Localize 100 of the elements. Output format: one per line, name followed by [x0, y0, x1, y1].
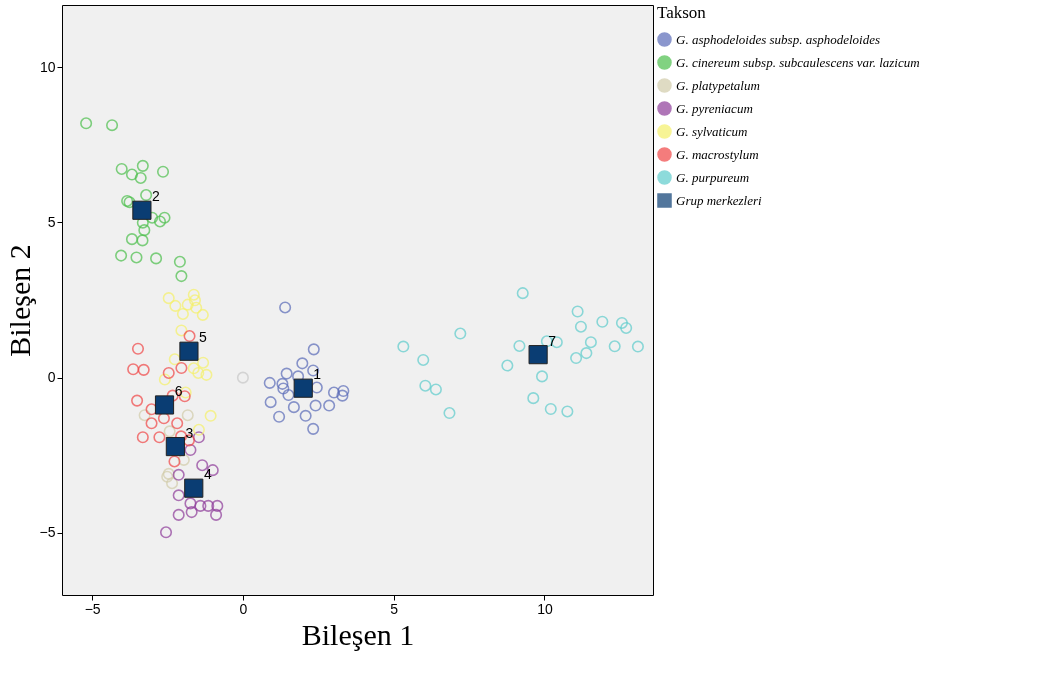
point: [171, 417, 184, 430]
point: [454, 327, 467, 340]
point: [140, 189, 153, 202]
point: [162, 366, 175, 380]
point: [631, 340, 644, 353]
point: [153, 215, 167, 228]
point: [136, 159, 149, 172]
point: [299, 409, 312, 422]
point: [263, 376, 276, 389]
point: [574, 320, 587, 333]
point: [166, 477, 179, 490]
point: [200, 368, 213, 381]
legend-label: G. pyreniacum: [676, 100, 753, 116]
point: [187, 288, 200, 301]
point: [236, 371, 249, 384]
point: [188, 294, 202, 307]
point: [115, 162, 128, 175]
point: [115, 249, 128, 262]
point: [513, 339, 526, 352]
point: [153, 431, 166, 444]
legend-label: G. purpureum: [676, 169, 750, 185]
point: [615, 316, 628, 330]
point: [443, 407, 456, 420]
legend-label: G. asphodeloides subsp. asphodeloides: [676, 31, 881, 47]
point: [177, 453, 190, 466]
point: [197, 356, 210, 369]
point: [136, 234, 149, 247]
point: [279, 301, 292, 314]
x-tick-label: −5: [84, 600, 101, 617]
legend-title: Takson: [657, 3, 707, 22]
point: [169, 299, 182, 312]
point: [419, 379, 432, 392]
point: [183, 329, 196, 343]
point: [429, 383, 442, 396]
point: [106, 119, 119, 132]
y-tick-label: −5: [39, 524, 56, 541]
x-tick-label: 5: [390, 600, 399, 617]
annotation: 3: [185, 424, 194, 441]
annotation: 7: [548, 332, 557, 349]
point: [138, 409, 151, 422]
x-tick-label: 10: [537, 600, 553, 617]
point: [176, 307, 189, 321]
x-tick-label: 0: [239, 600, 248, 617]
point: [571, 305, 584, 318]
point: [192, 431, 205, 444]
legend-label: G. sylvaticum: [676, 123, 748, 139]
point: [584, 336, 597, 349]
point: [175, 270, 188, 283]
point: [146, 211, 159, 224]
point: [211, 499, 224, 512]
point: [608, 340, 621, 353]
point: [296, 357, 309, 370]
point: [570, 352, 583, 365]
point: [204, 409, 217, 422]
point: [162, 292, 175, 305]
point: [544, 402, 557, 416]
point: [181, 409, 194, 422]
point: [158, 211, 171, 224]
point: [580, 347, 593, 360]
point: [150, 252, 163, 265]
point: [620, 321, 633, 334]
point: [137, 363, 150, 376]
point: [125, 168, 138, 181]
point: [561, 405, 574, 418]
point: [307, 422, 320, 435]
point: [516, 287, 529, 300]
legend-label: G. platypetalum: [676, 77, 760, 93]
y-tick-label: 5: [47, 213, 56, 230]
point: [134, 171, 147, 184]
point: [168, 455, 181, 468]
point: [156, 165, 170, 178]
annotation: 6: [174, 382, 183, 399]
point: [336, 389, 349, 402]
point: [130, 251, 143, 264]
y-tick-label: 10: [39, 58, 56, 75]
annotation: 2: [152, 188, 161, 205]
point: [158, 373, 171, 386]
point: [132, 200, 152, 220]
point: [184, 497, 197, 510]
point: [397, 340, 410, 353]
point: [179, 341, 199, 361]
point: [131, 342, 145, 355]
point: [165, 436, 185, 457]
point: [194, 499, 207, 512]
point: [273, 410, 286, 423]
point: [276, 377, 289, 390]
point: [138, 224, 151, 237]
point: [535, 370, 549, 383]
point: [337, 384, 350, 398]
point: [196, 308, 209, 321]
point: [159, 526, 173, 539]
point: [127, 363, 140, 376]
x-axis-title: Bileşen 1: [301, 617, 415, 651]
point: [277, 382, 290, 395]
point: [136, 431, 149, 444]
annotation: 1: [313, 366, 322, 383]
point: [323, 399, 336, 412]
point: [80, 117, 93, 130]
point: [501, 359, 514, 372]
point: [125, 233, 138, 246]
